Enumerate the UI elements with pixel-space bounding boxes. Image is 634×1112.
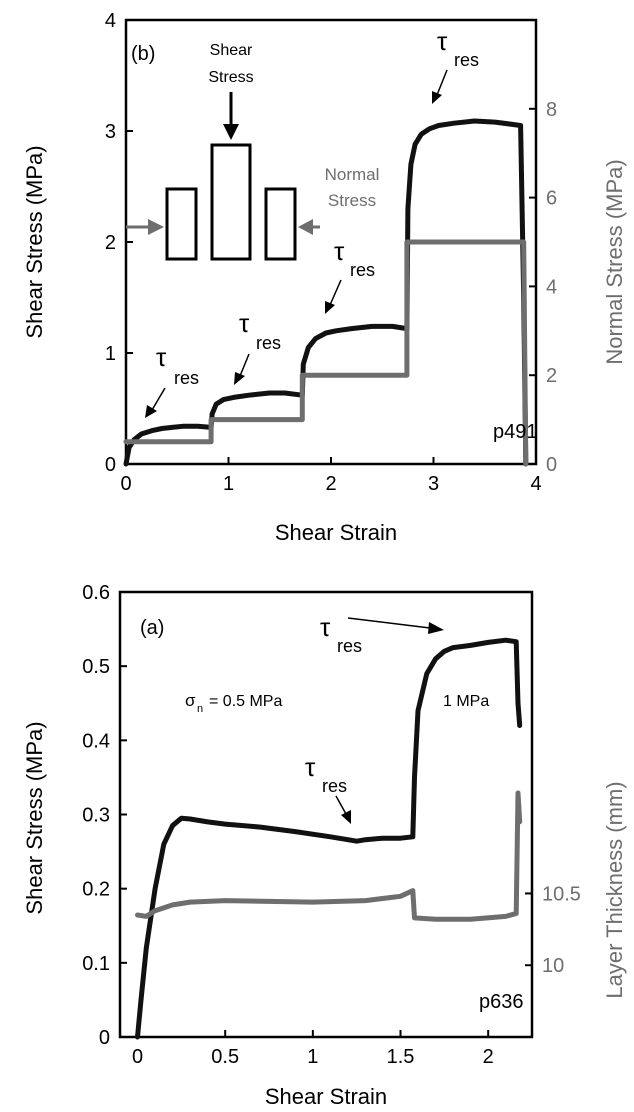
top-right-axis-series-line bbox=[123, 239, 529, 467]
top-series-layer bbox=[123, 118, 529, 467]
bottom-right-axis-series-line bbox=[135, 790, 523, 922]
top-y-tick-label: 2 bbox=[105, 232, 116, 254]
bottom-annotation-1-arrow bbox=[335, 795, 347, 815]
bottom-annotation-2-symbol: τ bbox=[320, 612, 331, 642]
inset-normal-arrowhead-left bbox=[148, 219, 164, 235]
top-x-tick-label: 3 bbox=[428, 473, 439, 495]
bottom-series-layer bbox=[135, 637, 523, 1040]
bottom-annotation-2: τ res bbox=[320, 612, 444, 656]
bottom-y-tick-label: 0.3 bbox=[82, 805, 110, 827]
top-y-tick-label: 1 bbox=[105, 343, 116, 365]
bottom-y-tick-label: 0.2 bbox=[82, 879, 110, 901]
bottom-y-tick-label: 0.4 bbox=[82, 730, 110, 752]
inset-shear-label-line2: Stress bbox=[208, 69, 253, 86]
top-y2-tick-label: 8 bbox=[546, 99, 557, 121]
top-annotation-2-arrow bbox=[239, 353, 250, 377]
bottom-annotation-1-subscript: res bbox=[322, 776, 347, 796]
condition-1-text: = 0.5 MPa bbox=[209, 693, 282, 710]
top-x-tick-label: 2 bbox=[325, 473, 336, 495]
condition-label-1: σ n = 0.5 MPa bbox=[185, 691, 282, 715]
top-annotation-3-subscript: res bbox=[350, 260, 375, 280]
inset-diagram: Shear Stress Normal Stress bbox=[126, 42, 380, 261]
bottom-y2-axis-title: Layer Thickness (mm) bbox=[602, 781, 627, 998]
bottom-annotation-1-arrowhead bbox=[341, 810, 351, 824]
top-y2-tick-label: 2 bbox=[546, 365, 557, 387]
inset-shear-label-line1: Shear bbox=[210, 42, 253, 59]
top-shear-stress-series-line bbox=[123, 118, 529, 467]
top-annotation-1: τ res bbox=[145, 342, 199, 418]
bottom-plot-frame bbox=[118, 590, 534, 1039]
bottom-x-tick-label: 2 bbox=[483, 1046, 494, 1068]
inset-center-block bbox=[210, 143, 252, 261]
top-y-tick-label: 0 bbox=[105, 454, 116, 476]
bottom-annotation-1-symbol: τ bbox=[305, 752, 316, 782]
top-annotation-2-arrowhead bbox=[234, 372, 245, 385]
top-y2-tick-label: 6 bbox=[546, 188, 557, 210]
bottom-y-tick-label: 0.1 bbox=[82, 953, 110, 975]
top-y2-tick-label: 0 bbox=[546, 454, 557, 476]
top-annotation-4-arrowhead bbox=[432, 91, 442, 104]
bottom-annotation-2-arrow bbox=[347, 617, 431, 629]
inset-normal-arrowhead-right bbox=[298, 219, 313, 235]
bottom-annotation-1: τ res bbox=[305, 752, 351, 824]
top-annotation-3-arrow bbox=[329, 279, 342, 306]
top-annotation-3: τ res bbox=[325, 236, 375, 314]
panel-bottom: 0 0.5 1 1.5 2 0 0.1 0.2 0.3 0.4 0.5 0.6 10 10.5 (a) p… bbox=[22, 582, 627, 1109]
inset-shear-arrowhead bbox=[223, 124, 239, 140]
bottom-axis-ticks: 0 0.5 1 1.5 2 0 0.1 0.2 0.3 0.4 0.5 0.6 10 10.5 bbox=[82, 582, 581, 1068]
top-annotation-1-symbol: τ bbox=[156, 342, 167, 372]
inset-left-block bbox=[165, 187, 198, 261]
bottom-sample-label: p636 bbox=[479, 991, 524, 1013]
inset-right-block bbox=[264, 187, 297, 261]
bottom-y2-tick-label: 10.5 bbox=[542, 883, 581, 905]
top-x-axis-title: Shear Strain bbox=[275, 520, 397, 545]
top-annotation-3-arrowhead bbox=[325, 301, 335, 314]
top-annotation-4: τ res bbox=[432, 26, 479, 104]
condition-label-2: 1 MPa bbox=[443, 693, 489, 710]
bottom-panel-label: (a) bbox=[140, 617, 164, 639]
top-annotation-1-arrow bbox=[151, 387, 166, 411]
top-y-axis-title: Shear Stress (MPa) bbox=[22, 145, 47, 338]
top-y-tick-label: 4 bbox=[105, 10, 116, 32]
bottom-shear-stress-series-line bbox=[135, 637, 523, 1040]
bottom-annotation-2-arrowhead bbox=[428, 622, 444, 634]
top-sample-label: p491 bbox=[493, 421, 538, 443]
top-y-tick-label: 3 bbox=[105, 121, 116, 143]
bottom-y2-tick-label: 10 bbox=[542, 955, 564, 977]
top-annotation-4-symbol: τ bbox=[437, 26, 448, 56]
bottom-y-tick-label: 0 bbox=[99, 1027, 110, 1049]
top-annotation-1-arrowhead bbox=[145, 405, 157, 418]
top-annotation-1-subscript: res bbox=[174, 368, 199, 388]
bottom-y-axis-title: Shear Stress (MPa) bbox=[22, 721, 47, 914]
bottom-x-tick-label: 0.5 bbox=[211, 1046, 239, 1068]
condition-1-sigma: σ bbox=[185, 691, 196, 710]
inset-normal-label-line1: Normal bbox=[325, 165, 380, 184]
top-annotation-2-symbol: τ bbox=[239, 308, 250, 338]
top-x-tick-label: 1 bbox=[223, 473, 234, 495]
bottom-y-tick-label: 0.5 bbox=[82, 656, 110, 678]
top-x-tick-label: 4 bbox=[530, 473, 541, 495]
bottom-annotation-2-subscript: res bbox=[337, 636, 362, 656]
top-y2-tick-label: 4 bbox=[546, 276, 557, 298]
top-annotation-4-arrow bbox=[436, 69, 448, 96]
top-annotation-3-symbol: τ bbox=[334, 236, 345, 266]
top-panel-label: (b) bbox=[131, 43, 155, 65]
top-annotation-2-subscript: res bbox=[256, 333, 281, 353]
inset-normal-label-line2: Stress bbox=[328, 191, 376, 210]
top-y2-axis-title: Normal Stress (MPa) bbox=[602, 159, 627, 364]
top-annotation-2: τ res bbox=[234, 308, 281, 385]
bottom-y-tick-label: 0.6 bbox=[82, 582, 110, 604]
top-annotation-4-subscript: res bbox=[454, 50, 479, 70]
condition-1-subscript: n bbox=[197, 703, 203, 715]
bottom-x-tick-label: 1 bbox=[307, 1046, 318, 1068]
top-x-tick-label: 0 bbox=[120, 473, 131, 495]
bottom-x-tick-label: 0 bbox=[132, 1046, 143, 1068]
bottom-x-axis-title: Shear Strain bbox=[265, 1084, 387, 1109]
bottom-x-tick-label: 1.5 bbox=[387, 1046, 415, 1068]
